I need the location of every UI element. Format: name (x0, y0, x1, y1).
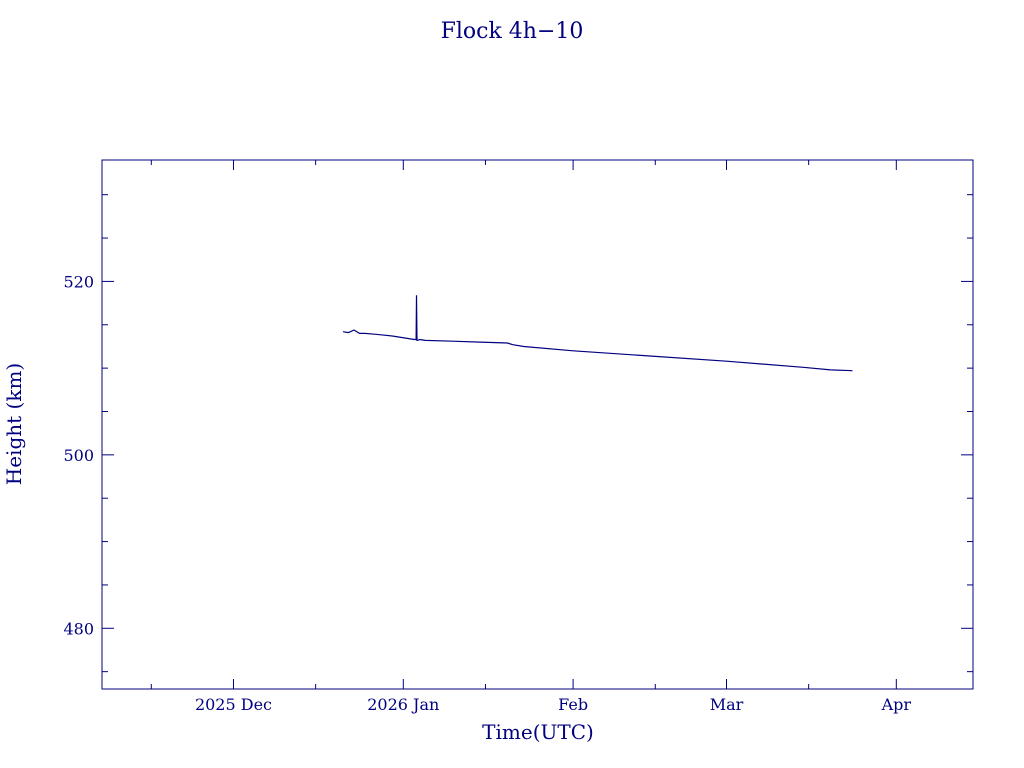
y-tick-label: 520 (63, 272, 94, 291)
y-tick-label: 480 (63, 619, 94, 638)
chart-title: Flock 4h−10 (441, 19, 584, 44)
tick-labels: 2025 Dec 2026 Jan Feb Mar Apr 480 500 520 (63, 272, 911, 714)
x-tick-label: Feb (558, 695, 588, 714)
y-tick-label: 500 (63, 446, 94, 465)
plot-frame (101, 159, 974, 690)
x-tick-label: Apr (881, 695, 912, 714)
x-tick-label: 2026 Jan (367, 695, 439, 714)
x-axis-label: Time(UTC) (482, 720, 594, 744)
series-line (342, 295, 853, 372)
axis-ticks (102, 160, 973, 689)
x-tick-label: Mar (710, 695, 744, 714)
y-axis-label: Height (km) (2, 363, 26, 485)
x-tick-label: 2025 Dec (195, 695, 272, 714)
